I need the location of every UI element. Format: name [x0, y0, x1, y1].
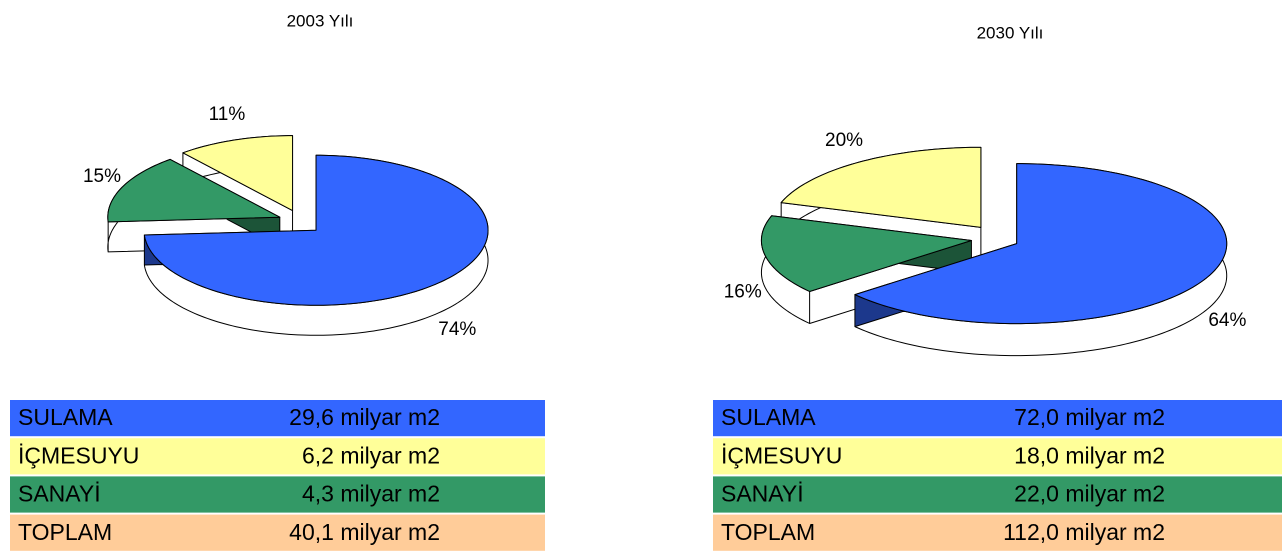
data-label: 11%	[209, 104, 246, 125]
table-cell: TOPLAM	[18, 519, 112, 545]
table-cell: TOPLAM	[721, 519, 815, 545]
pie-slice	[182, 135, 294, 212]
table-cell: 4,3 milyar m2	[302, 481, 440, 507]
pie-slice	[854, 163, 1228, 325]
table-cell: SULAMA	[721, 404, 816, 430]
table-cell: SANAYİ	[721, 481, 804, 507]
table-row	[10, 476, 545, 513]
table-row	[713, 438, 1282, 475]
chart-title: 2030 Yılı	[977, 23, 1044, 42]
table-cell: 22,0 milyar m2	[1014, 481, 1165, 507]
table-row	[713, 476, 1282, 513]
chart-title: 2003 Yılı	[287, 11, 354, 30]
table-cell: 6,2 milyar m2	[302, 442, 440, 468]
table-cell: 29,6 milyar m2	[289, 404, 440, 430]
table-cell: İÇMESUYU	[721, 442, 842, 468]
data-label: 15%	[83, 166, 121, 187]
table-cell: 40,1 milyar m2	[289, 519, 440, 545]
data-label: 16%	[724, 282, 762, 303]
data-label: 20%	[825, 130, 863, 151]
pie-slice	[143, 154, 489, 306]
table-cell: SANAYİ	[18, 481, 101, 507]
table-row	[10, 400, 545, 437]
table-cell: İÇMESUYU	[18, 442, 139, 468]
table-cell: SULAMA	[18, 404, 113, 430]
table-row	[713, 514, 1282, 551]
data-label: 64%	[1208, 310, 1246, 331]
table-row	[10, 514, 545, 551]
table-row	[713, 400, 1282, 437]
data-label: 74%	[438, 319, 476, 340]
table-cell: 72,0 milyar m2	[1014, 404, 1165, 430]
table-cell: 112,0 milyar m2	[1003, 519, 1165, 545]
pie-slice	[780, 146, 982, 228]
pie-slice	[760, 215, 972, 292]
table-row	[10, 438, 545, 475]
pie-slice	[107, 158, 281, 223]
table-cell: 18,0 milyar m2	[1014, 442, 1165, 468]
